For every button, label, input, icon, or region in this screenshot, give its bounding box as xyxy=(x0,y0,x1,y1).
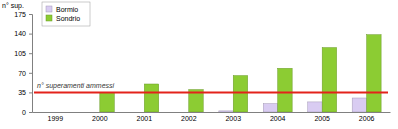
bar xyxy=(130,112,144,113)
x-tick: 2002 xyxy=(181,112,197,122)
bar xyxy=(100,92,114,112)
chart-svg: 0 35 70 105 140 175 1999 2000 2001 2002 2003 2004 20… xyxy=(0,0,398,129)
marks xyxy=(34,35,388,112)
y-tick: 105 xyxy=(14,50,32,57)
y-tick-mark xyxy=(29,92,32,93)
x-tick: 2001 xyxy=(137,112,153,122)
plot: 0 35 70 105 140 175 1999 2000 2001 2002 2003 2004 20… xyxy=(14,11,390,123)
series-bars xyxy=(100,35,381,112)
y-axis: 0 35 70 105 140 175 xyxy=(14,11,32,116)
x-tick: 2000 xyxy=(92,112,108,122)
y-tick-mark xyxy=(29,73,32,74)
y-tick-mark xyxy=(29,112,32,113)
bar xyxy=(41,112,55,113)
legend-label: Bormio xyxy=(56,6,78,13)
x-tick: 1999 xyxy=(48,112,64,122)
bar xyxy=(367,35,381,112)
y-tick-label: 140 xyxy=(14,30,26,37)
x-tick-label: 2002 xyxy=(181,115,197,122)
bar xyxy=(263,104,277,112)
legend: Bormio Sondrio xyxy=(42,2,90,26)
x-tick-label: 2006 xyxy=(359,115,375,122)
x-tick: 2003 xyxy=(225,112,241,122)
y-axis-title: n° sup. xyxy=(2,2,24,10)
bar xyxy=(55,112,69,113)
x-axis: 1999 2000 2001 2002 2003 2004 2005 2006 xyxy=(33,112,391,122)
y-tick-mark xyxy=(29,53,32,54)
y-tick-label: 105 xyxy=(14,50,26,57)
legend-label: Sondrio xyxy=(56,15,80,22)
legend-box xyxy=(42,2,90,26)
annotation-label: n° superamenti ammessi xyxy=(37,82,115,90)
x-tick-label: 2001 xyxy=(137,115,153,122)
y-tick: 140 xyxy=(14,30,32,37)
x-axis-line xyxy=(33,112,391,113)
y-tick: 35 xyxy=(18,89,32,96)
x-tick: 2006 xyxy=(359,112,375,122)
y-tick-label: 35 xyxy=(18,89,26,96)
y-tick-label: 0 xyxy=(22,109,26,116)
legend-swatch xyxy=(46,15,52,21)
y-axis-line xyxy=(29,15,33,113)
x-tick-label: 2003 xyxy=(225,115,241,122)
chart-container: 0 35 70 105 140 175 1999 2000 2001 2002 2003 2004 20… xyxy=(0,0,398,129)
x-tick-label: 1999 xyxy=(48,115,64,122)
bar xyxy=(352,98,366,112)
y-tick-label: 175 xyxy=(14,11,26,18)
x-tick-label: 2004 xyxy=(270,115,286,122)
x-tick-label: 2005 xyxy=(314,115,330,122)
x-tick: 2004 xyxy=(270,112,286,122)
bar xyxy=(308,102,322,112)
bar xyxy=(85,112,99,113)
x-tick: 2005 xyxy=(314,112,330,122)
y-tick-mark xyxy=(29,14,32,15)
y-tick: 175 xyxy=(14,11,32,18)
bar xyxy=(219,111,233,112)
bar xyxy=(144,84,158,112)
x-tick-label: 2000 xyxy=(92,115,108,122)
y-tick-label: 70 xyxy=(18,70,26,77)
reference-line xyxy=(34,91,388,93)
y-tick: 0 xyxy=(22,109,32,116)
bar xyxy=(174,112,188,113)
bar xyxy=(278,68,292,112)
y-tick-mark xyxy=(29,34,32,35)
y-tick: 70 xyxy=(18,70,32,77)
legend-swatch xyxy=(46,6,52,12)
bar xyxy=(233,76,247,112)
bar xyxy=(322,48,336,112)
